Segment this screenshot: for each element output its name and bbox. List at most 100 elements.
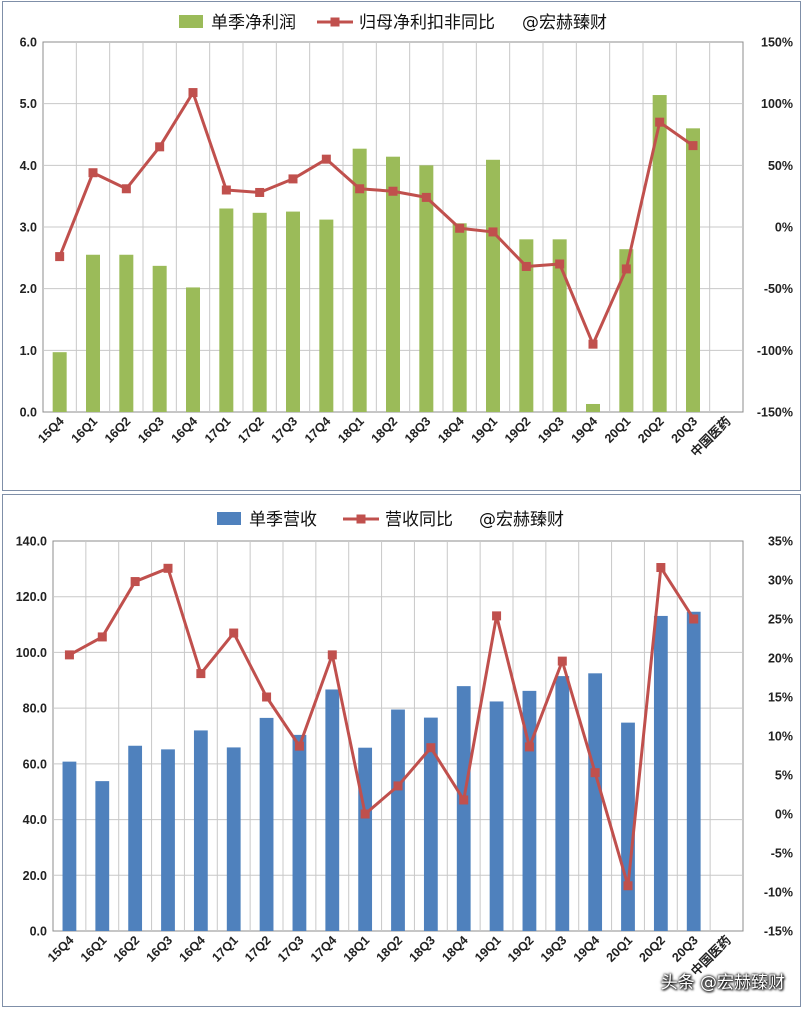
x-tick-label: 16Q2: [102, 414, 134, 446]
y-right-tick-label: 150%: [761, 36, 793, 50]
x-tick-label: 20Q1: [602, 414, 634, 446]
marker-16Q4: [196, 669, 206, 679]
x-tick-label: 18Q4: [439, 933, 471, 965]
y-left-tick-label: 20.0: [23, 869, 47, 883]
y-right-tick-label: -50%: [764, 282, 793, 296]
y-right-tick-label: 20%: [768, 652, 793, 666]
y-right-tick-label: 0%: [775, 221, 793, 235]
net-profit-chart: 0.0 1.0 2.0 3.0 4.0 5.0 6.0 -150% -100% -50% 0% 50%…: [20, 13, 793, 459]
marker-16Q2: [121, 184, 131, 194]
x-tick-label: 17Q2: [242, 933, 274, 965]
bar-19Q4: [588, 673, 603, 931]
y-right-tick-label: 30%: [768, 574, 793, 588]
y-left-tick-label: 6.0: [20, 36, 37, 50]
x-tick-label: 17Q4: [302, 414, 334, 446]
bar-19Q3: [552, 239, 567, 412]
bar-17Q3: [286, 211, 300, 412]
line-营收同比: [68, 566, 695, 888]
bar-17Q2: [259, 717, 274, 931]
legend-label-line: 归母净利扣非同比: [359, 13, 495, 33]
marker-18Q3: [426, 743, 436, 753]
marker-20Q2: [656, 563, 666, 573]
y-left-tick-label: 0.0: [30, 925, 47, 939]
bar-18Q4: [452, 223, 467, 412]
bar-19Q2: [519, 239, 534, 412]
marker-17Q3: [294, 741, 304, 751]
bar-17Q1: [219, 208, 234, 412]
legend-label-line: 营收同比: [385, 510, 453, 530]
y-left-tick-label: 40.0: [23, 813, 47, 827]
marker-20Q1: [623, 881, 633, 891]
bar-16Q1: [86, 254, 100, 412]
y-right-tick-label: 25%: [768, 613, 793, 627]
marker-19Q4: [590, 768, 600, 778]
x-tick-label: 17Q3: [275, 933, 307, 965]
x-tick-label: 15Q4: [45, 933, 77, 965]
bar-17Q4: [319, 219, 334, 412]
y-right-tick-label: -150%: [757, 406, 793, 420]
y-left-tick-label: 0.0: [20, 406, 37, 420]
bar-17Q3: [292, 734, 307, 931]
y-right-tick-label: -15%: [764, 925, 793, 939]
marker-16Q2: [130, 577, 140, 587]
bar-16Q4: [186, 287, 200, 412]
marker-18Q2: [388, 186, 398, 196]
bar-19Q1: [489, 701, 504, 931]
marker-17Q1: [229, 628, 239, 638]
marker-17Q3: [288, 174, 298, 184]
x-tick-label: 18Q2: [369, 414, 401, 446]
marker-18Q4: [459, 795, 469, 805]
marker-19Q3: [555, 259, 565, 269]
net-profit-chart-panel: 0.0 1.0 2.0 3.0 4.0 5.0 6.0 -150% -100% -50% 0% 50%…: [2, 1, 801, 491]
marker-18Q1: [360, 809, 370, 819]
x-tick-label: 19Q1: [469, 414, 501, 446]
bar-20Q3: [686, 611, 701, 931]
legend-label-author: @宏赫臻财: [479, 510, 564, 530]
x-tick-label: 16Q4: [176, 933, 208, 965]
x-tick-label: 18Q3: [402, 414, 434, 446]
y-right-tick-label: 0%: [775, 808, 793, 822]
legend-swatch-marker: [330, 17, 340, 27]
x-tick-label: 17Q3: [269, 414, 301, 446]
bar-15Q4: [52, 352, 67, 412]
legend: 单季营收 营收同比 @宏赫臻财: [217, 510, 564, 530]
marker-16Q4: [188, 88, 198, 98]
y-right-tick-label: -5%: [771, 847, 793, 861]
legend-swatch-marker: [356, 514, 366, 524]
marker-15Q4: [64, 650, 74, 660]
x-tick-label: 18Q1: [335, 414, 367, 446]
x-tick-label: 20Q1: [604, 933, 636, 965]
bar-16Q2: [119, 254, 134, 412]
y-left-tick-label: 1.0: [20, 344, 37, 358]
marker-18Q3: [421, 192, 431, 202]
y-left-tick-label: 3.0: [20, 221, 37, 235]
marker-19Q3: [557, 656, 567, 666]
marker-16Q1: [97, 632, 107, 642]
x-tick-label: 20Q2: [635, 414, 667, 446]
y-left-tick-label: 4.0: [20, 159, 37, 173]
x-tick-label: 19Q3: [538, 933, 570, 965]
x-tick-label: 17Q1: [202, 414, 234, 446]
x-tick-label: 19Q2: [505, 933, 537, 965]
x-tick-label: 18Q4: [435, 414, 467, 446]
bar-16Q1: [95, 781, 110, 931]
x-tick-label: 16Q3: [135, 414, 167, 446]
legend-label-author: @宏赫臻财: [522, 13, 607, 33]
bar-18Q2: [386, 156, 400, 412]
marker-17Q4: [321, 154, 331, 164]
y-right-tick-label: 50%: [768, 159, 793, 173]
x-tick-label: 19Q1: [472, 933, 504, 965]
x-tick-label: 16Q1: [69, 414, 101, 446]
bar-18Q1: [358, 747, 373, 931]
marker-19Q2: [521, 261, 531, 271]
y-right-tick-label: 10%: [768, 730, 793, 744]
x-tick-label: 16Q4: [169, 414, 201, 446]
x-tick-label: 20Q2: [636, 933, 668, 965]
bar-20Q2: [652, 95, 667, 413]
revenue-chart: 0.0 20.0 40.0 60.0 80.0 100.0 120.0 140.0 -15% -1…: [16, 510, 793, 978]
x-tick-label: 18Q2: [374, 933, 406, 965]
x-tick-label: 18Q3: [406, 933, 438, 965]
y-right-tick-label: 100%: [761, 97, 793, 111]
y-right-tick-label: -10%: [764, 886, 793, 900]
y-left-tick-label: 5.0: [20, 97, 37, 111]
